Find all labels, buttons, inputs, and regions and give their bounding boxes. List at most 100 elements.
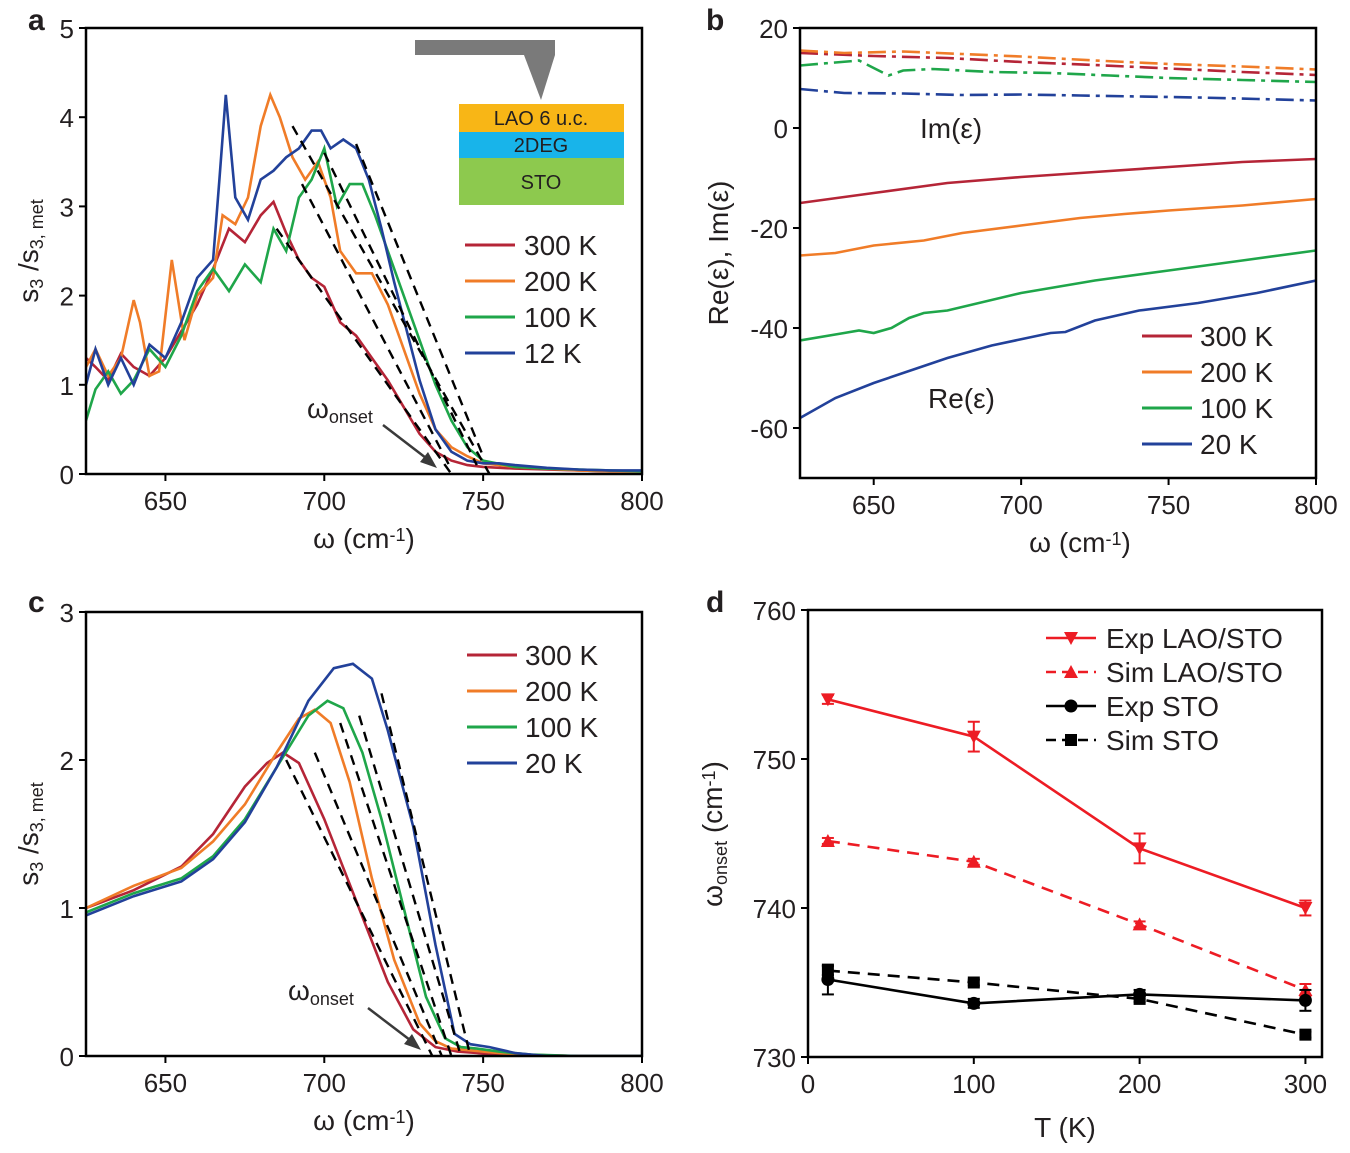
- legend-label: 200 K: [1200, 357, 1273, 388]
- fit-line: [358, 715, 463, 1056]
- series-line-Exp-LAO-STO: [827, 698, 1306, 910]
- marker-circle: [1064, 699, 1078, 713]
- series-Im-300K: [800, 51, 1316, 77]
- marker-circle: [1298, 993, 1312, 1007]
- im-annotation: Im(ε): [920, 113, 982, 144]
- plot-frame: [798, 26, 1318, 480]
- series-line-300K: [86, 751, 642, 1056]
- x-tick-label: 0: [801, 1069, 815, 1099]
- legend-label: Exp STO: [1106, 691, 1219, 722]
- afm-cantilever: [415, 40, 555, 55]
- marker-triangle-up: [820, 833, 835, 847]
- y-tick-label: 2: [60, 282, 74, 312]
- inset-sto-layer: [459, 158, 624, 205]
- x-tick-label: 750: [461, 486, 504, 516]
- y-tick-label: -20: [750, 214, 788, 244]
- marker-triangle-down: [966, 730, 981, 744]
- y-tick-label: 5: [60, 14, 74, 44]
- series-Im-100K: [800, 59, 1316, 84]
- marker-triangle-down: [1064, 632, 1078, 645]
- y-tick-label: 1: [60, 894, 74, 924]
- fit-line: [339, 722, 453, 1056]
- plot-frame: [806, 608, 1324, 1059]
- plot-area: [86, 91, 642, 474]
- marker-triangle-down: [1132, 842, 1147, 856]
- y-tick-label: -40: [750, 314, 788, 344]
- marker-square: [821, 964, 834, 977]
- x-tick-label: 800: [620, 1068, 663, 1098]
- legend-label: Exp LAO/STO: [1106, 623, 1283, 654]
- legend-label: Sim LAO/STO: [1106, 657, 1283, 688]
- x-tick-label: 750: [461, 1068, 504, 1098]
- legend-label: 100 K: [524, 302, 597, 333]
- panel-letter-b: b: [706, 4, 724, 37]
- onset-annotation: ωonset: [307, 393, 373, 427]
- inset-lao-label: LAO 6 u.c.: [494, 108, 589, 130]
- fit-line: [313, 752, 443, 1056]
- y-tick-label: 3: [60, 192, 74, 222]
- y-tick-label: 0: [60, 460, 74, 490]
- re-annotation: Re(ε): [928, 383, 995, 414]
- x-axis-title: T (K): [1034, 1112, 1096, 1143]
- x-tick-label: 700: [303, 1068, 346, 1098]
- x-tick-label: 650: [144, 486, 187, 516]
- y-tick-label: 20: [759, 14, 788, 44]
- onset-arrow-shaft: [367, 1007, 411, 1041]
- legend-label: 300 K: [525, 640, 598, 671]
- y-axis-title: Re(ε), Im(ε): [703, 181, 734, 326]
- y-tick-label: 760: [753, 596, 796, 626]
- fit-line: [323, 152, 478, 466]
- series-Re-300K: [800, 157, 1316, 205]
- legend-label: 12 K: [524, 338, 582, 369]
- series-Re-20K: [800, 279, 1316, 420]
- legend-label: 100 K: [1200, 393, 1273, 424]
- onset-annotation: ωonset: [288, 975, 354, 1009]
- x-tick-label: 200: [1118, 1069, 1161, 1099]
- x-tick-label: 800: [1294, 490, 1337, 520]
- y-tick-label: 1: [60, 371, 74, 401]
- series-line-20K: [86, 662, 642, 1056]
- inset-sto-label: STO: [521, 172, 562, 194]
- onset-arrow-head: [404, 1034, 421, 1050]
- marker-triangle-up: [966, 854, 981, 868]
- series-line-100K: [86, 699, 642, 1056]
- x-tick-label: 100: [952, 1069, 995, 1099]
- inset-2deg-layer: [459, 132, 624, 158]
- x-tick-label: 650: [852, 490, 895, 520]
- y-tick-label: 740: [753, 894, 796, 924]
- fit-line: [300, 183, 453, 471]
- y-tick-label: 4: [60, 103, 74, 133]
- y-axis-title: ωonset (cm-1): [697, 761, 731, 907]
- y-tick-label: 730: [753, 1043, 796, 1073]
- x-tick-label: 750: [1147, 490, 1190, 520]
- plot-frame: [84, 610, 644, 1058]
- x-axis-title: ω (cm-1): [313, 1105, 415, 1136]
- series-line-Exp-STO: [827, 978, 1306, 1005]
- series-line-Sim-LAO-STO: [827, 839, 1306, 992]
- inset-2deg-label: 2DEG: [514, 135, 568, 157]
- onset-arrow-shaft: [382, 424, 427, 459]
- marker-triangle-down: [1298, 902, 1313, 915]
- panel-c: 650 700 750 800 0 1 2 3 300 K 200 K 100 K 20 K ωonse…: [13, 586, 664, 1136]
- fit-line: [285, 759, 434, 1056]
- marker-triangle-down: [820, 693, 835, 707]
- legend-label: 200 K: [525, 676, 598, 707]
- series-Re-200K: [800, 197, 1316, 257]
- series-Im-20K: [800, 87, 1316, 102]
- x-axis-title: ω (cm-1): [313, 523, 415, 554]
- panel-letter-a: a: [28, 4, 45, 37]
- inset-lao-layer: [459, 104, 624, 132]
- marker-square: [967, 976, 980, 989]
- x-tick-label: 800: [620, 486, 663, 516]
- marker-square: [1133, 992, 1146, 1005]
- y-axis-title: s3 /s3, met: [13, 199, 47, 303]
- marker-triangle-up: [1132, 917, 1147, 931]
- y-tick-label: -60: [750, 414, 788, 444]
- legend-label: 200 K: [524, 266, 597, 297]
- fit-line: [354, 143, 485, 457]
- plot-area: [800, 49, 1316, 420]
- legend-label: 300 K: [1200, 321, 1273, 352]
- marker-circle: [967, 996, 981, 1010]
- panel-b: 650 700 750 800 20 0 -20 -40 -60 300 K 200 K 100 K 2…: [703, 4, 1338, 558]
- legend-label: 20 K: [1200, 429, 1258, 460]
